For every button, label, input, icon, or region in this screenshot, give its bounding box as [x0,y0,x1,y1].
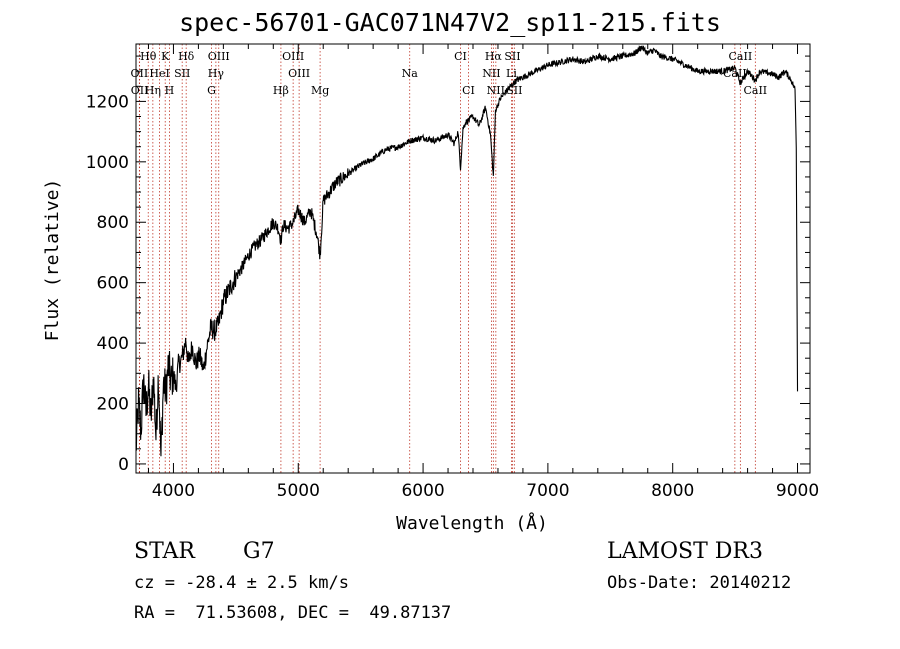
x-tick-label: 7000 [526,481,569,501]
x-tick-label: 8000 [651,481,694,501]
spectrum-line [135,45,799,457]
spectral-line-label: Mg [311,84,329,97]
spectral-line-label: SII [504,50,520,63]
spectral-line-label: Hα [485,50,503,63]
chart-title: spec-56701-GAC071N47V2_sp11-215.fits [179,8,721,37]
spectral-line-label: SII [174,67,190,80]
spectral-line-label: K [161,50,170,63]
y-tick-label: 800 [97,213,129,233]
x-tick-label: 5000 [277,481,320,501]
spectral-line-label: SII [506,84,522,97]
survey-name: LAMOST DR3 [607,539,763,564]
spectral-line-label: CaII [723,67,747,80]
spectral-line-label: Hθ [140,50,157,63]
y-tick-label: 0 [118,455,129,475]
y-tick-label: 600 [97,274,129,294]
plot-frame [135,43,811,474]
y-tick-label: 1200 [86,92,129,112]
x-tick-label: 6000 [401,481,444,501]
coordinates: RA = 71.53608, DEC = 49.87137 [134,603,452,623]
spectral-line-label: H [165,84,175,97]
observation-date: Obs-Date: 20140212 [607,573,792,593]
spectral-line-label: CI [462,84,475,97]
spectral-line-label: NII [482,67,500,80]
spectral-line-label: OIII [288,67,310,80]
y-axis-label: Flux (relative) [42,179,63,342]
y-tick-label: 1000 [86,153,129,173]
x-axis-label: Wavelength (Å) [396,512,548,534]
spectral-line-label: Na [402,67,419,80]
spectral-line-label: HeI [149,67,169,80]
spectral-line-label: OIII [208,50,230,63]
spectral-line-label: Hγ [208,67,225,80]
spectral-line-label: Hδ [178,50,195,63]
spectral-line-label: CI [454,50,467,63]
spectral-line-label: G [207,84,216,97]
object-subclass: G7 [243,539,275,564]
spectral-line-label: CaII [743,84,767,97]
spectral-line-label: OII [131,84,149,97]
redshift-velocity: cz = -28.4 ± 2.5 km/s [134,573,349,593]
spectral-line-label: NII [487,84,505,97]
x-tick-label: 4000 [152,481,195,501]
x-tick-label: 9000 [776,481,819,501]
spectral-line-label: Li [506,67,517,80]
spectral-line-label: CaII [729,50,753,63]
spectral-line-label: OIII [282,50,304,63]
y-tick-label: 200 [97,395,129,415]
spectral-line-label: OII [131,67,149,80]
spectral-line-label: Hβ [273,84,289,97]
object-class: STAR [134,539,195,564]
spectral-line-label: Hη [145,84,161,97]
y-tick-label: 400 [97,334,129,354]
